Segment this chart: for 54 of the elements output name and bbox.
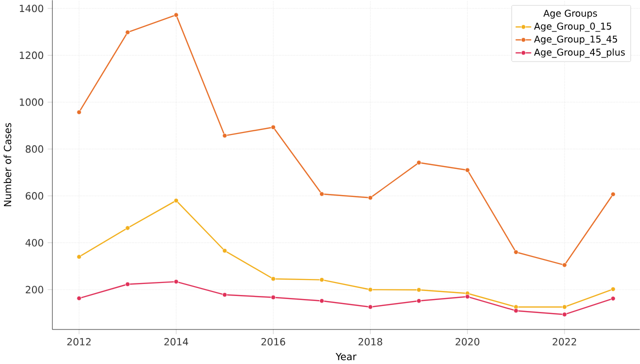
point bbox=[514, 308, 518, 314]
x-tick-label: 2018 bbox=[358, 338, 382, 346]
y-tick-label: 400 bbox=[26, 239, 44, 247]
point bbox=[562, 312, 567, 317]
point bbox=[174, 198, 179, 204]
point bbox=[174, 12, 179, 18]
point bbox=[416, 160, 422, 166]
point bbox=[514, 250, 518, 255]
point bbox=[319, 298, 324, 304]
point bbox=[562, 262, 567, 268]
legend-label: Age_Group_0_15 bbox=[534, 22, 612, 32]
x-tick-label: 2020 bbox=[456, 338, 480, 346]
y-tick-label: 1000 bbox=[20, 98, 44, 106]
x-tick-label: 2014 bbox=[164, 338, 188, 346]
y-axis-title: Number of Cases bbox=[4, 123, 12, 206]
y-tick-label: 800 bbox=[26, 145, 44, 153]
legend-label: Age_Group_15_45 bbox=[534, 36, 618, 45]
point bbox=[76, 296, 82, 301]
x-tick-label: 2012 bbox=[67, 338, 91, 346]
point bbox=[222, 248, 228, 254]
legend-label: Age_Group_45_plus bbox=[534, 48, 625, 58]
point bbox=[610, 286, 616, 292]
point bbox=[76, 254, 82, 260]
point bbox=[416, 298, 422, 304]
x-tick-label: 2016 bbox=[261, 338, 286, 346]
point bbox=[368, 287, 373, 292]
point bbox=[465, 294, 470, 300]
x-tick-label: 2022 bbox=[552, 338, 576, 346]
point bbox=[270, 276, 276, 282]
point bbox=[610, 296, 616, 301]
point bbox=[270, 124, 276, 130]
point bbox=[610, 192, 616, 197]
point bbox=[270, 294, 276, 300]
x-axis-title: Year bbox=[336, 352, 357, 360]
point bbox=[222, 133, 228, 138]
point bbox=[514, 304, 518, 310]
point bbox=[465, 168, 470, 173]
y-tick-label: 600 bbox=[26, 192, 44, 200]
point bbox=[368, 304, 373, 310]
point bbox=[125, 30, 130, 35]
point bbox=[368, 195, 373, 200]
point bbox=[76, 110, 82, 115]
point bbox=[416, 287, 422, 292]
point bbox=[562, 304, 567, 310]
point bbox=[319, 192, 324, 196]
point bbox=[222, 292, 228, 298]
point bbox=[125, 282, 130, 287]
point bbox=[125, 226, 130, 230]
legend-title: Age Groups bbox=[543, 10, 597, 19]
y-tick-label: 1200 bbox=[20, 52, 44, 60]
y-tick-label: 1400 bbox=[20, 4, 44, 12]
point bbox=[174, 279, 179, 284]
y-tick-label: 200 bbox=[26, 286, 44, 294]
point bbox=[319, 277, 324, 282]
